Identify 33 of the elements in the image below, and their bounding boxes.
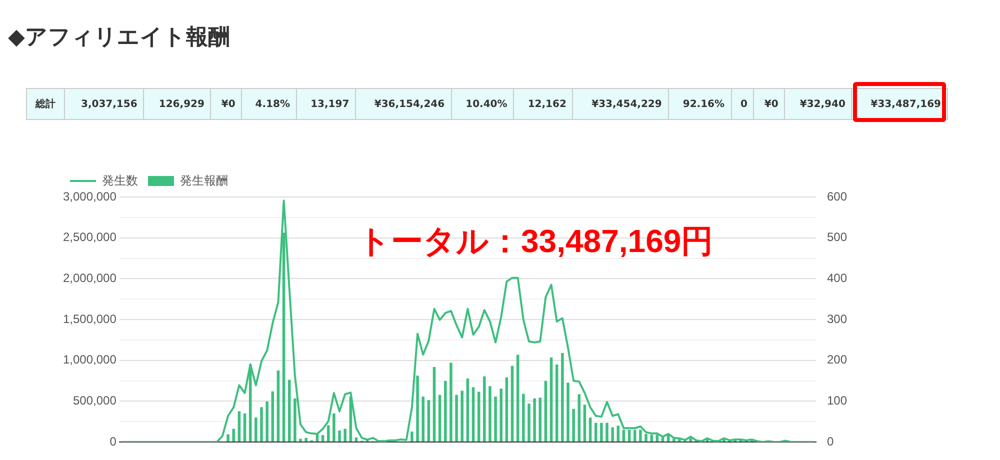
text: 126,929	[144, 88, 211, 120]
y2-tick-label: 200	[826, 352, 848, 367]
text: ¥33,454,229	[572, 88, 668, 120]
legend-label: 発生数	[102, 173, 138, 188]
text: 4.18%	[242, 88, 296, 120]
text: ¥0	[754, 88, 785, 120]
y2-tick-label: 100	[826, 393, 848, 408]
text: 10.40%	[451, 88, 514, 120]
text: ¥0	[210, 88, 242, 120]
y2-tick-label: 400	[826, 270, 848, 285]
y-tick-label: 2,500,000	[62, 230, 117, 244]
y2-tick-label: 600	[826, 189, 848, 204]
text: ¥36,154,246	[356, 88, 452, 120]
text: ¥33,487,169	[852, 88, 948, 120]
text: 総計	[26, 88, 64, 120]
text: 13,197	[296, 88, 356, 120]
y-tick-label: 500,000	[72, 393, 117, 408]
y2-tick-label: 500	[826, 230, 848, 244]
y-tick-label: 1,000,000	[62, 352, 117, 367]
text: 12,162	[514, 88, 573, 120]
text: 0	[731, 88, 754, 120]
chart-title: ◆アフィリエイト報酬	[8, 24, 230, 52]
text: ¥32,940	[784, 88, 852, 120]
y-tick-label: 1,500,000	[62, 312, 117, 326]
y-tick-label: 2,000,000	[62, 270, 117, 285]
y-tick-label: 3,000,000	[62, 189, 117, 204]
legend-label: 発生報酬	[180, 173, 228, 188]
text: 92.16%	[668, 88, 732, 120]
y2-tick-label: 300	[826, 312, 848, 326]
text: 3,037,156	[64, 88, 144, 120]
annotation: トータル：33,487,169円	[358, 222, 714, 261]
y2-tick-label: 0	[826, 434, 834, 448]
y-tick-label: 0	[110, 434, 117, 448]
